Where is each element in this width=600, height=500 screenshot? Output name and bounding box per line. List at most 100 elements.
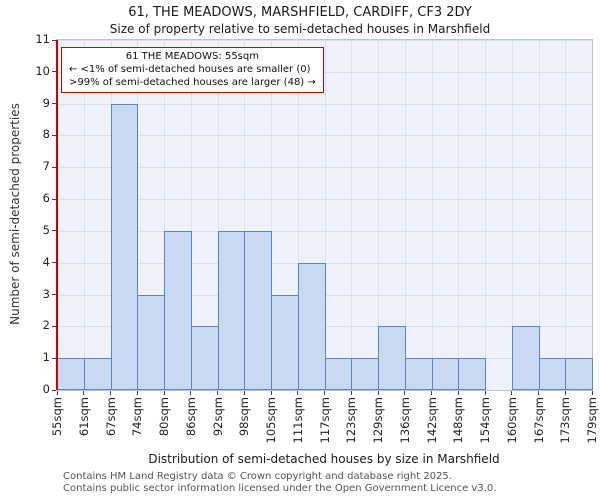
x-tick-mark	[484, 391, 486, 395]
y-tick-mark	[52, 357, 56, 359]
x-gridline	[378, 40, 379, 390]
y-tick-label: 0	[42, 382, 50, 396]
annotation-box: 61 THE MEADOWS: 55sqm ← <1% of semi-deta…	[61, 47, 324, 93]
x-tick-mark	[377, 391, 379, 395]
x-tick-label: 142sqm	[424, 397, 439, 444]
x-tick-label: 98sqm	[237, 397, 252, 437]
footer-attribution-line2: Contains public sector information licen…	[63, 482, 497, 494]
x-gridline	[297, 40, 299, 390]
x-tick-mark	[404, 391, 406, 395]
y-tick-label: 9	[42, 95, 50, 110]
x-gridline	[83, 40, 85, 390]
histogram-bar	[217, 230, 246, 390]
x-tick-mark	[591, 391, 593, 395]
x-gridline	[458, 40, 460, 390]
x-gridline	[190, 40, 192, 390]
histogram-bar	[351, 358, 379, 390]
x-tick-label: 154sqm	[478, 397, 492, 444]
histogram-bar	[565, 358, 593, 390]
histogram-bar	[431, 358, 460, 390]
x-tick-label: 167sqm	[531, 397, 546, 444]
histogram-bar	[511, 326, 540, 390]
histogram-bar	[404, 358, 433, 390]
y-tick-mark	[52, 294, 56, 296]
x-tick-label: 61sqm	[76, 397, 91, 437]
x-tick-label: 55sqm	[50, 397, 64, 437]
x-tick-label: 80sqm	[157, 397, 171, 437]
y-tick-label: 6	[42, 191, 50, 206]
x-gridline	[538, 40, 540, 390]
y-tick-mark	[52, 389, 56, 391]
histogram-bar	[324, 358, 353, 390]
x-tick-mark	[163, 391, 165, 395]
x-tick-mark	[83, 391, 85, 395]
x-tick-mark	[243, 391, 245, 395]
x-tick-mark	[217, 391, 218, 395]
histogram-bar	[244, 230, 272, 390]
chart-subtitle: Size of property relative to semi-detach…	[109, 22, 491, 36]
histogram-bar	[137, 294, 165, 390]
x-gridline	[404, 40, 406, 390]
annotation-larger-text: >99% of semi-detached houses are larger …	[69, 77, 316, 88]
x-tick-mark	[564, 391, 566, 395]
x-gridline	[351, 40, 353, 390]
x-gridline	[244, 40, 246, 390]
x-tick-mark	[538, 391, 539, 395]
y-tick-label: 10	[35, 63, 50, 78]
y-tick-label: 5	[42, 222, 50, 237]
y-tick-mark	[52, 103, 56, 105]
x-tick-label: 173sqm	[558, 397, 573, 444]
x-tick-mark	[350, 391, 352, 395]
histogram-bar	[378, 326, 406, 390]
y-tick-label: 7	[42, 159, 50, 174]
x-gridline	[485, 40, 486, 390]
x-tick-mark	[457, 391, 459, 395]
x-gridline	[324, 40, 326, 390]
y-tick-mark	[52, 71, 56, 73]
y-tick-mark	[52, 166, 56, 168]
x-tick-label: 111sqm	[290, 397, 305, 444]
x-tick-mark	[56, 391, 58, 395]
y-tick-label: 4	[42, 254, 50, 269]
x-gridline	[271, 40, 272, 390]
x-tick-label: 160sqm	[504, 397, 519, 444]
x-axis-label: Distribution of semi-detached houses by …	[148, 452, 500, 466]
y-tick-mark	[52, 198, 56, 200]
x-tick-label: 74sqm	[130, 397, 145, 437]
plot-area: 61 THE MEADOWS: 55sqm ← <1% of semi-deta…	[56, 39, 593, 391]
annotation-smaller-text: ← <1% of semi-detached houses are smalle…	[69, 64, 311, 75]
histogram-bar	[297, 262, 326, 390]
x-tick-mark	[136, 391, 138, 395]
y-tick-label: 2	[42, 318, 50, 333]
y-tick-mark	[52, 134, 56, 136]
x-tick-mark	[190, 391, 192, 395]
histogram-bar	[271, 294, 299, 390]
histogram-bar	[458, 358, 486, 390]
x-gridline	[431, 40, 433, 390]
y-tick-label: 3	[42, 286, 50, 301]
x-gridline	[565, 40, 567, 390]
footer-attribution-line1: Contains HM Land Registry data © Crown c…	[63, 471, 452, 482]
x-tick-label: 92sqm	[210, 397, 225, 437]
chart-title: 61, THE MEADOWS, MARSHFIELD, CARDIFF, CF…	[128, 5, 472, 20]
x-gridline	[511, 40, 513, 390]
x-tick-label: 105sqm	[264, 397, 278, 444]
y-tick-mark	[52, 39, 56, 41]
x-gridline	[217, 40, 219, 390]
histogram-bar	[57, 358, 85, 390]
x-tick-mark	[270, 391, 272, 395]
x-tick-mark	[297, 391, 299, 395]
x-tick-label: 136sqm	[397, 397, 412, 444]
histogram-bar	[164, 230, 192, 390]
histogram-bar	[83, 358, 112, 390]
x-tick-mark	[324, 391, 325, 395]
y-tick-label: 1	[42, 350, 50, 365]
x-tick-label: 67sqm	[103, 397, 118, 437]
x-tick-label: 123sqm	[344, 397, 359, 444]
histogram-bar	[110, 103, 139, 390]
footer: Contains HM Land Registry data © Crown c…	[63, 471, 496, 494]
y-tick-label: 11	[35, 32, 50, 46]
y-tick-mark	[52, 230, 56, 232]
x-tick-label: 129sqm	[371, 397, 385, 444]
